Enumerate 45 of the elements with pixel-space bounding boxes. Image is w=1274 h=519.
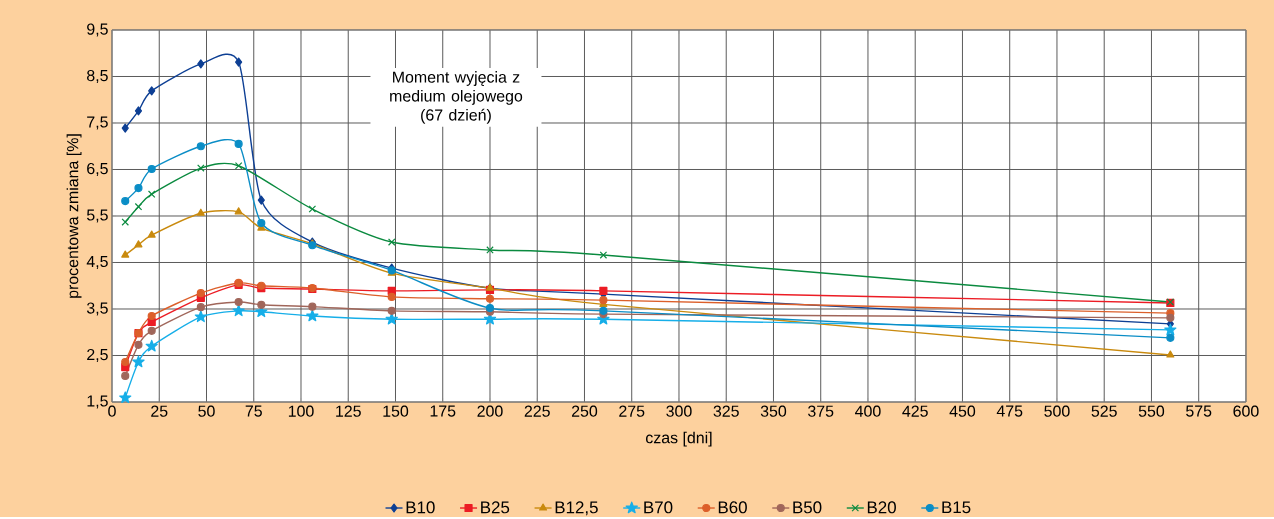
x-tick-label: 450 [949, 405, 976, 417]
y-tick-label: 2,5 [87, 349, 108, 363]
x-axis-title: czas [dni] [645, 431, 712, 447]
legend-label: B15 [942, 501, 971, 514]
legend-label: B12,5 [555, 501, 598, 516]
x-tick-label: 200 [477, 405, 503, 417]
y-tick-label: 8,5 [87, 70, 108, 84]
y-tick-label: 4,5 [86, 256, 108, 270]
legend-label: B25 [481, 501, 510, 514]
x-tick-label: 50 [198, 405, 215, 417]
x-tick-label: 400 [855, 405, 881, 417]
x-tick-label: 325 [713, 405, 739, 417]
x-tick-label: 175 [430, 405, 456, 417]
x-tick-label: 0 [108, 405, 116, 417]
x-tick-label: 225 [524, 405, 550, 417]
legend-label: B50 [793, 501, 822, 514]
legend-label: B10 [406, 501, 435, 514]
x-tick-label: 350 [760, 405, 787, 417]
y-tick-label: 7,5 [87, 116, 108, 130]
x-tick-label: 100 [288, 405, 314, 417]
x-tick-label: 550 [1138, 405, 1165, 417]
legend-label: B60 [718, 501, 747, 514]
x-tick-label: 75 [245, 405, 262, 417]
x-tick-label: 375 [808, 405, 834, 417]
x-tick-label: 300 [666, 405, 692, 417]
y-tick-label: 3,5 [86, 302, 108, 316]
x-tick-label: 500 [1044, 405, 1070, 417]
y-axis-title: procentowa zmiana [%] [66, 134, 82, 298]
x-tick-label: 600 [1233, 405, 1259, 417]
y-tick-label: 5,5 [86, 209, 108, 223]
y-tick-label: 6,5 [87, 163, 108, 177]
x-tick-label: 275 [619, 405, 645, 417]
x-tick-label: 125 [336, 405, 361, 417]
x-tick-label: 575 [1186, 405, 1212, 417]
y-tick-label: 1,5 [87, 395, 108, 409]
x-tick-label: 475 [996, 405, 1023, 417]
annotation: Moment wyjęcia z medium olejowego (67 dzień) [390, 71, 523, 124]
x-tick-label: 250 [571, 405, 598, 417]
y-tick-label: 9,5 [87, 23, 108, 37]
x-tick-label: 425 [902, 405, 928, 417]
x-tick-label: 525 [1091, 405, 1117, 417]
legend-label: B20 [867, 501, 896, 514]
x-tick-label: 25 [151, 405, 168, 417]
legend-label: B70 [644, 501, 673, 514]
x-tick-label: 150 [383, 405, 409, 417]
